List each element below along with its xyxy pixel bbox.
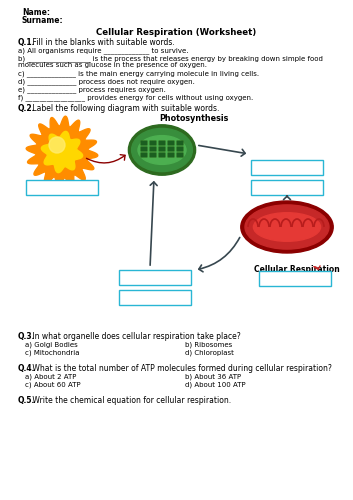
FancyBboxPatch shape (168, 140, 174, 145)
Text: a) About 2 ATP: a) About 2 ATP (25, 373, 76, 380)
FancyBboxPatch shape (177, 146, 183, 152)
Polygon shape (26, 116, 98, 188)
Ellipse shape (241, 201, 333, 253)
Text: b) Ribosomes: b) Ribosomes (185, 341, 232, 347)
FancyBboxPatch shape (141, 146, 147, 152)
FancyBboxPatch shape (159, 146, 165, 152)
Text: d) ______________ process does not require oxygen.: d) ______________ process does not requi… (18, 78, 195, 84)
Polygon shape (41, 132, 83, 172)
FancyBboxPatch shape (150, 152, 156, 158)
Text: d) About 100 ATP: d) About 100 ATP (185, 382, 246, 388)
Ellipse shape (138, 136, 186, 164)
FancyBboxPatch shape (177, 140, 183, 145)
FancyBboxPatch shape (150, 140, 156, 145)
Text: a) All organisms require _____________ to survive.: a) All organisms require _____________ t… (18, 47, 189, 54)
FancyBboxPatch shape (141, 140, 147, 145)
Text: c) Mitochondria: c) Mitochondria (25, 350, 79, 356)
Text: Label the following diagram with suitable words.: Label the following diagram with suitabl… (30, 104, 219, 113)
Text: Q.5.: Q.5. (18, 396, 35, 405)
Text: b) About 36 ATP: b) About 36 ATP (185, 373, 241, 380)
Text: Q.1.: Q.1. (18, 38, 36, 47)
FancyBboxPatch shape (150, 146, 156, 152)
Ellipse shape (253, 212, 321, 242)
FancyBboxPatch shape (119, 290, 191, 305)
FancyBboxPatch shape (26, 180, 98, 195)
Text: c) ______________ is the main energy carrying molecule in living cells.: c) ______________ is the main energy car… (18, 70, 259, 76)
Text: e) ______________ process requires oxygen.: e) ______________ process requires oxyge… (18, 86, 166, 93)
Ellipse shape (128, 125, 196, 175)
Text: Cellular Respiration: Cellular Respiration (254, 265, 340, 274)
Text: Q.2.: Q.2. (18, 104, 36, 113)
Text: What is the total number of ATP molecules formed during cellular respiration?: What is the total number of ATP molecule… (30, 364, 332, 373)
Text: Fill in the blanks with suitable words.: Fill in the blanks with suitable words. (30, 38, 175, 47)
Text: Name:: Name: (22, 8, 50, 17)
FancyBboxPatch shape (159, 152, 165, 158)
Text: +: + (151, 289, 158, 298)
Text: d) Chloroplast: d) Chloroplast (185, 350, 234, 356)
Text: Surname:: Surname: (22, 16, 64, 25)
Text: f) _________________ provides energy for cells without using oxygen.: f) _________________ provides energy for… (18, 94, 253, 101)
FancyBboxPatch shape (168, 152, 174, 158)
FancyBboxPatch shape (251, 180, 323, 195)
FancyBboxPatch shape (141, 152, 147, 158)
FancyBboxPatch shape (119, 270, 191, 285)
Text: Photosynthesis: Photosynthesis (159, 114, 229, 123)
Text: +: + (283, 179, 291, 188)
Text: In what organelle does cellular respiration take place?: In what organelle does cellular respirat… (30, 332, 241, 341)
Text: b) __________________ is the process that releases energy by breaking down simpl: b) __________________ is the process tha… (18, 55, 323, 62)
Text: a) Golgi Bodies: a) Golgi Bodies (25, 341, 78, 347)
Text: c) About 60 ATP: c) About 60 ATP (25, 382, 80, 388)
Text: Cellular Respiration (Worksheet): Cellular Respiration (Worksheet) (96, 28, 256, 37)
Ellipse shape (245, 205, 329, 249)
FancyBboxPatch shape (259, 271, 331, 286)
Ellipse shape (132, 128, 192, 172)
Text: molecules such as glucose in the presence of oxygen.: molecules such as glucose in the presenc… (18, 62, 207, 68)
Text: Write the chemical equation for cellular respiration.: Write the chemical equation for cellular… (30, 396, 231, 405)
Text: Q.3.: Q.3. (18, 332, 36, 341)
FancyBboxPatch shape (177, 152, 183, 158)
FancyBboxPatch shape (251, 160, 323, 175)
Text: Q.4.: Q.4. (18, 364, 36, 373)
FancyBboxPatch shape (159, 140, 165, 145)
Circle shape (49, 137, 65, 153)
FancyBboxPatch shape (168, 146, 174, 152)
